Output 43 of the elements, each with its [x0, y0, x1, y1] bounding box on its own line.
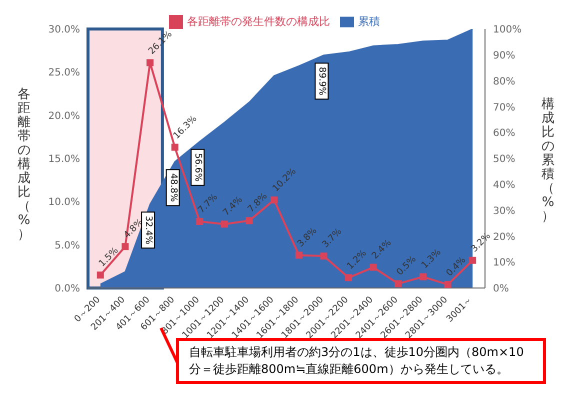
- y2-tick-label: 50%: [493, 154, 516, 166]
- y-tick-label: 10.0%: [48, 197, 80, 208]
- text: 構成比の累積（%）: [542, 97, 554, 224]
- legend-label: 各距離帯の発生件数の構成比: [187, 15, 330, 28]
- point: [444, 281, 452, 288]
- y2-tick-label: 90%: [493, 50, 516, 62]
- point: [295, 252, 302, 259]
- y2-tick-label: 80%: [493, 76, 516, 88]
- y2-tick-label: 100%: [493, 24, 522, 36]
- point: [394, 280, 402, 288]
- point: [469, 256, 476, 264]
- y-tick-label: 20.0%: [48, 110, 80, 122]
- y-tick-label: 15.0%: [48, 154, 80, 166]
- y2-tick-label: 0%: [493, 284, 509, 295]
- y2-tick-label: 70%: [493, 102, 516, 114]
- point: [246, 217, 253, 224]
- point: [146, 59, 154, 66]
- point: [122, 243, 129, 250]
- point: [320, 252, 328, 260]
- y-tick-label: 5.0%: [54, 240, 80, 252]
- y2-tick-label: 10%: [493, 258, 516, 269]
- point: [220, 220, 228, 228]
- text: 自転車駐車場利用者の約3分の1は、徒歩10分圏内（80m×10分＝徒歩距離800m≒直線距離600m）から発生している。: [189, 345, 524, 376]
- point: [96, 272, 104, 279]
- point: [370, 264, 377, 271]
- point: [270, 196, 278, 204]
- y2-tick-label: 20%: [493, 232, 516, 243]
- y2-tick-label: 30%: [493, 206, 516, 217]
- point: [345, 274, 352, 282]
- text: 各距離帯の構成比（%）: [18, 87, 30, 242]
- data-label: 48.8%: [168, 173, 178, 202]
- legend-label: 累積: [358, 15, 380, 28]
- y-tick-label: 25.0%: [48, 68, 80, 79]
- data-label: 32.4%: [143, 216, 154, 245]
- y2-tick-label: 40%: [493, 180, 516, 191]
- point: [419, 273, 426, 280]
- point: [196, 218, 204, 226]
- point: [171, 144, 178, 151]
- y2-tick-label: 60%: [493, 128, 516, 140]
- y-tick-label: 30.0%: [48, 24, 80, 36]
- y-tick-label: 0.0%: [54, 284, 80, 295]
- data-label: 89.9%: [316, 66, 327, 96]
- data-label: 56.6%: [192, 153, 203, 182]
